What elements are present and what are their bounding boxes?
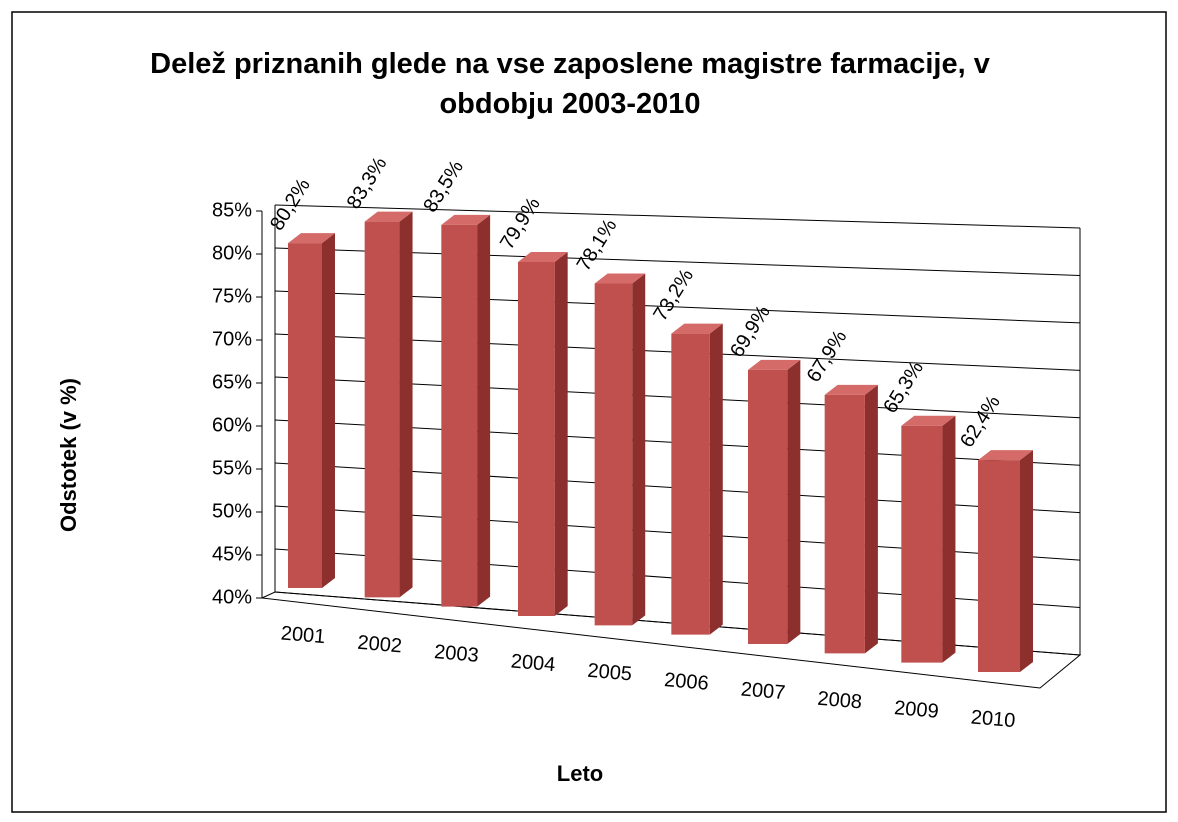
value-label: 79,9% [496,193,545,253]
bar-side [632,273,646,626]
y-tick-label: 40% [212,586,252,608]
bar-front [748,369,788,644]
value-label: 65,3% [879,357,928,417]
bar-front [364,221,400,598]
x-tick-label: 2010 [970,706,1016,732]
bar [824,384,878,654]
value-label: 73,2% [649,265,698,325]
bar-side [1020,450,1033,672]
x-tick-label: 2001 [280,622,326,648]
bar-side [864,384,878,654]
x-axis-title: Leto [557,761,603,786]
bar-front [441,224,478,607]
bar [748,359,801,644]
bar-front [671,333,710,635]
bar-top [288,233,335,244]
x-tick-label: 2003 [433,641,479,667]
bar-top [594,273,646,284]
y-tick-label: 50% [212,500,252,522]
bar-side [399,211,413,598]
x-tick-label: 2007 [740,678,786,704]
x-tick-label: 2009 [893,697,939,723]
bar [594,273,646,626]
y-tick-label: 65% [212,371,252,393]
bar-side [554,251,568,617]
x-tick-label: 2008 [817,688,863,714]
bar-side [477,214,491,607]
y-tick-label: 75% [212,285,252,307]
y-tick-label: 60% [212,414,252,436]
x-tick-label: 2005 [587,660,633,686]
x-tick-label: 2002 [357,632,403,658]
x-tick-label: 2004 [510,650,556,676]
value-label: 69,9% [726,301,775,361]
bar-top [824,384,878,395]
bar-top [441,214,491,225]
x-tick-label: 2006 [663,669,709,695]
bar-top [748,359,801,370]
bar-front [824,394,865,654]
bar-front [978,460,1020,672]
grid-line [274,204,1081,229]
value-label: 67,9% [803,326,852,386]
bar-top [671,323,723,334]
bar-top [978,450,1033,461]
value-label: 83,3% [343,153,392,213]
value-label: 62,4% [956,392,1005,452]
bar-side [709,323,723,635]
y-tick-label: 80% [212,242,252,264]
value-label: 78,1% [573,215,622,275]
bar-front [288,243,322,589]
bar [978,450,1033,672]
y-tick-label: 45% [212,543,252,565]
value-label: 83,5% [419,156,468,216]
bar-top [364,211,413,222]
y-tick-label: 55% [212,457,252,479]
bar [518,251,568,617]
bar-front [518,261,555,616]
bar-top [518,251,568,262]
bar [364,211,413,598]
value-label: 80,2% [266,175,315,235]
frame [11,11,1167,813]
y-axis-title: Odstotek (v %) [56,378,81,532]
bar [288,233,335,589]
bar-side [787,359,801,644]
y-tick-label: 70% [212,328,252,350]
chart-title: Delež priznanih glede na vse zaposlene m… [150,48,990,120]
bar [671,323,723,635]
y-tick-label: 85% [212,199,252,221]
bar [901,415,956,663]
bar [441,214,491,607]
bar-front [594,283,633,626]
bar-side [322,233,335,589]
bar-side [942,415,956,663]
bar-front [901,425,943,663]
bar-top [901,415,956,426]
